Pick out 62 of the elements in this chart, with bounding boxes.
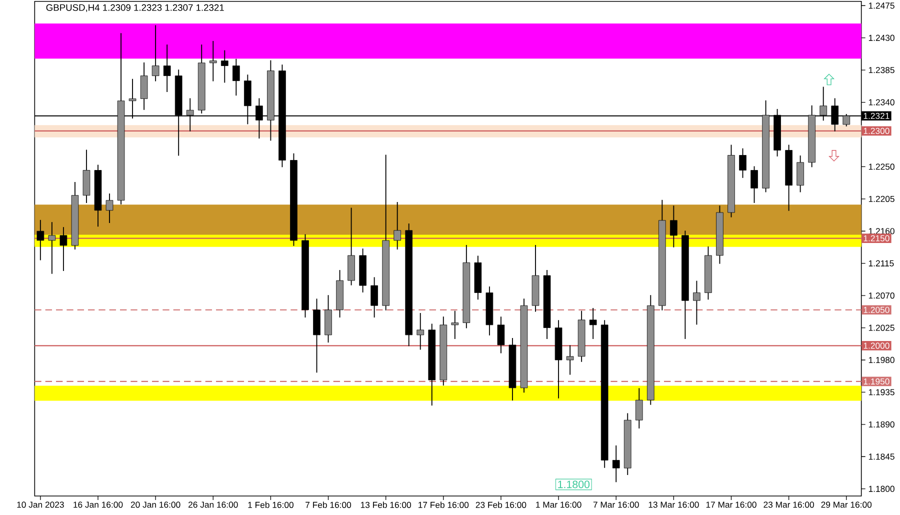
y-tick-label: 1.2205 bbox=[868, 196, 894, 202]
candlestick bbox=[497, 316, 505, 354]
y-tick-label: 1.2250 bbox=[868, 164, 894, 170]
y-tick-label: 1.2115 bbox=[868, 260, 894, 266]
y-tick-label: 1.1845 bbox=[868, 454, 894, 460]
x-tick-label: 29 Mar 16:00 bbox=[821, 502, 872, 508]
candlestick bbox=[48, 222, 56, 274]
ref-line-label: 1.2300 bbox=[864, 128, 890, 134]
x-tick-label: 7 Feb 16:00 bbox=[306, 502, 352, 508]
y-tick-label: 1.2475 bbox=[868, 2, 894, 9]
chart-title: GBPUSD,H4 1.2309 1.2323 1.2307 1.2321 bbox=[46, 4, 224, 12]
y-tick-label: 1.2385 bbox=[868, 67, 894, 74]
x-tick-label: 1 Feb 16:00 bbox=[248, 502, 294, 508]
y-tick-label: 1.2070 bbox=[868, 292, 894, 299]
candlestick bbox=[209, 40, 217, 82]
candlestick bbox=[693, 280, 700, 325]
x-tick-label: 23 Feb 16:00 bbox=[476, 502, 526, 508]
ref-line-label: 1.2050 bbox=[864, 306, 890, 313]
candlestick bbox=[140, 62, 148, 110]
ref-line-label: 1.2321 bbox=[864, 112, 890, 119]
x-tick-label: 17 Mar 16:00 bbox=[706, 502, 756, 508]
annotation: 1.1800 bbox=[558, 480, 590, 488]
candlestick bbox=[163, 44, 171, 92]
candlestick bbox=[566, 345, 574, 375]
ref-line-label: 1.1950 bbox=[864, 378, 890, 385]
candlestick bbox=[152, 25, 160, 82]
candlestick bbox=[612, 445, 620, 482]
y-tick-label: 1.2340 bbox=[868, 99, 894, 106]
x-tick-label: 7 Mar 16:00 bbox=[593, 502, 639, 508]
y-tick-label: 1.1935 bbox=[868, 389, 894, 396]
candlestick bbox=[106, 193, 114, 224]
candlestick bbox=[394, 202, 401, 250]
y-tick-label: 1.2430 bbox=[868, 34, 894, 41]
candlestick bbox=[670, 206, 678, 248]
candlestick bbox=[739, 148, 746, 178]
x-tick-label: 20 Jan 16:00 bbox=[130, 502, 180, 508]
x-tick-label: 13 Mar 16:00 bbox=[648, 502, 699, 508]
y-tick-label: 1.1980 bbox=[868, 356, 894, 364]
x-tick-label: 17 Feb 16:00 bbox=[418, 502, 469, 508]
x-tick-label: 13 Feb 16:00 bbox=[360, 502, 412, 508]
ref-line-label: 1.2150 bbox=[864, 235, 890, 242]
x-tick-label: 26 Jan 16:00 bbox=[188, 502, 238, 508]
candlestick bbox=[589, 308, 597, 339]
candlestick bbox=[635, 388, 643, 428]
x-tick-label: 16 Jan 16:00 bbox=[74, 502, 123, 508]
ref-line-label: 1.2000 bbox=[864, 342, 890, 349]
candlestick bbox=[750, 166, 758, 203]
y-tick-label: 1.2160 bbox=[868, 228, 894, 234]
candlestick bbox=[370, 277, 378, 318]
y-tick-label: 1.1800 bbox=[868, 486, 894, 492]
x-tick-label: 23 Mar 16:00 bbox=[764, 502, 814, 508]
candlestick bbox=[796, 155, 804, 192]
x-tick-label: 10 Jan 2023 bbox=[17, 502, 64, 508]
candlestick bbox=[36, 220, 44, 260]
candlestick bbox=[451, 310, 459, 339]
candlestick bbox=[220, 50, 228, 83]
candlestick bbox=[60, 227, 68, 271]
candlestick bbox=[416, 312, 424, 350]
y-tick-label: 1.1890 bbox=[868, 421, 894, 428]
x-tick-label: 1 Mar 16:00 bbox=[536, 502, 582, 508]
y-tick-label: 1.2025 bbox=[868, 324, 894, 331]
candlestick bbox=[232, 58, 240, 96]
